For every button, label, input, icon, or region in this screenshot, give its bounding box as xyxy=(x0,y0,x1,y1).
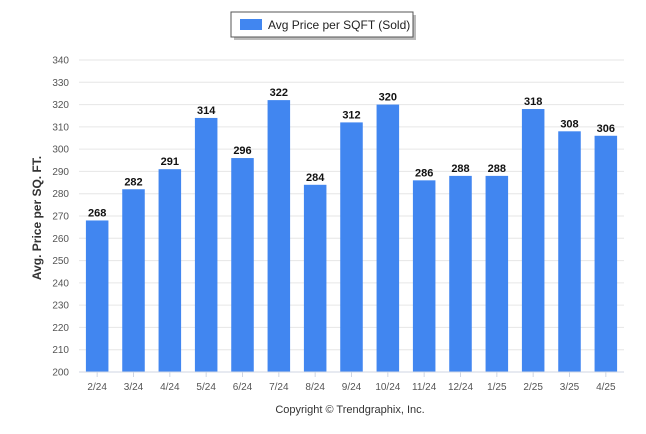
x-tick-label: 4/24 xyxy=(160,382,180,393)
bar xyxy=(558,131,581,372)
x-tick-label: 11/24 xyxy=(412,382,437,393)
bar-value-label: 312 xyxy=(342,109,360,121)
y-tick-label: 240 xyxy=(52,278,69,289)
bar xyxy=(340,122,363,372)
x-tick-label: 8/24 xyxy=(305,382,325,393)
bar xyxy=(195,118,218,372)
x-axis-ticks: 2/24 3/24 4/24 5/24 6/24 7/24 8/24 9/24 10/24 11/… xyxy=(87,372,616,393)
y-tick-label: 270 xyxy=(52,212,69,223)
legend-swatch xyxy=(240,19,262,30)
bar-value-label: 318 xyxy=(524,96,542,108)
bar xyxy=(449,176,472,372)
bar-value-label: 284 xyxy=(306,172,325,184)
y-tick-label: 200 xyxy=(52,368,69,379)
y-tick-label: 340 xyxy=(52,56,69,67)
y-tick-label: 220 xyxy=(52,323,69,334)
x-tick-label: 10/24 xyxy=(375,382,400,393)
x-tick-label: 3/24 xyxy=(124,382,144,393)
bars xyxy=(86,100,617,372)
x-tick-label: 2/25 xyxy=(523,382,543,393)
bar xyxy=(522,109,545,372)
bar-value-label: 322 xyxy=(270,87,288,99)
x-tick-label: 3/25 xyxy=(560,382,580,393)
bar-value-label: 288 xyxy=(488,163,506,175)
bar-value-label: 306 xyxy=(597,123,615,135)
bar-value-label: 314 xyxy=(197,105,216,117)
bar-value-label: 282 xyxy=(124,176,142,188)
bar-value-label: 288 xyxy=(451,163,469,175)
y-tick-label: 290 xyxy=(52,167,69,178)
legend-label: Avg Price per SQFT (Sold) xyxy=(268,18,410,32)
x-tick-label: 9/24 xyxy=(342,382,362,393)
x-tick-label: 12/24 xyxy=(448,382,473,393)
x-tick-label: 2/24 xyxy=(87,382,107,393)
bar xyxy=(595,136,618,372)
x-tick-label: 4/25 xyxy=(596,382,616,393)
x-tick-label: 1/25 xyxy=(487,382,507,393)
bar xyxy=(304,185,327,372)
y-tick-label: 280 xyxy=(52,189,69,200)
bar xyxy=(413,180,436,372)
bar-value-label: 286 xyxy=(415,167,433,179)
y-axis-ticks: 200 210 220 230 240 250 260 270 280 290 300 310 320 3… xyxy=(52,56,69,379)
bar xyxy=(377,105,400,372)
bar xyxy=(122,189,145,372)
bar xyxy=(159,169,182,372)
bar-value-label: 308 xyxy=(560,118,578,130)
y-tick-label: 310 xyxy=(52,122,69,133)
x-tick-label: 5/24 xyxy=(196,382,216,393)
bar xyxy=(231,158,254,372)
y-axis-title: Avg. Price per SQ. FT. xyxy=(30,156,44,280)
bar xyxy=(486,176,509,372)
y-tick-label: 320 xyxy=(52,100,69,111)
y-tick-label: 300 xyxy=(52,145,69,156)
bar xyxy=(268,100,291,372)
bar xyxy=(86,220,109,372)
chart-legend: Avg Price per SQFT (Sold) xyxy=(231,12,416,40)
y-tick-label: 330 xyxy=(52,78,69,89)
bar-value-label: 296 xyxy=(233,145,251,157)
x-tick-label: 6/24 xyxy=(233,382,253,393)
bar-value-label: 291 xyxy=(161,156,179,168)
y-tick-label: 210 xyxy=(52,345,69,356)
bar-value-label: 320 xyxy=(379,92,397,104)
y-tick-label: 260 xyxy=(52,234,69,245)
y-tick-label: 250 xyxy=(52,256,69,267)
copyright-footer: Copyright © Trendgraphix, Inc. xyxy=(275,404,424,416)
x-tick-label: 7/24 xyxy=(269,382,289,393)
y-tick-label: 230 xyxy=(52,301,69,312)
bar-value-label: 268 xyxy=(88,207,106,219)
